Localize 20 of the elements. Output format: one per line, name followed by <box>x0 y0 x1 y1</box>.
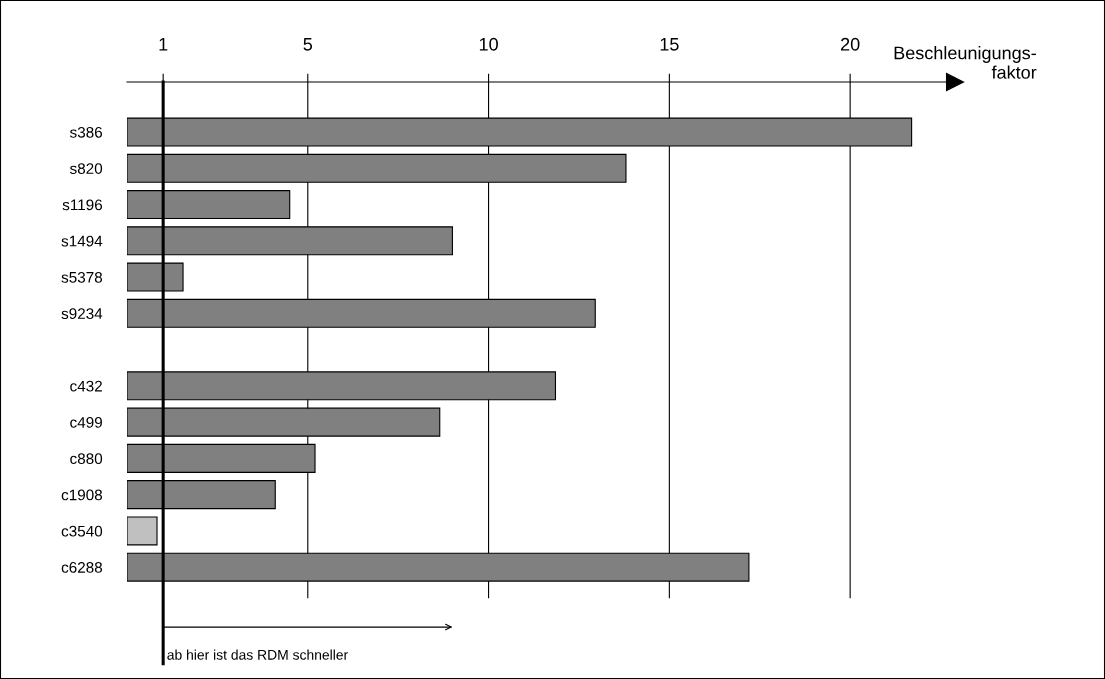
x-tick-label: 5 <box>303 38 313 51</box>
y-tick-label: s820 <box>69 163 103 174</box>
y-tick-label: s386 <box>69 126 103 138</box>
x-tick-label: 10 <box>479 37 498 51</box>
y-tick-label: c3540 <box>61 525 103 537</box>
bar <box>127 516 158 546</box>
y-tick-label: s1494 <box>61 235 103 247</box>
y-tick-label: c6288 <box>61 562 103 573</box>
y-tick-label: c1908 <box>61 489 103 501</box>
annotation: ab hier ist das RDM schneller <box>167 649 348 660</box>
x-axis-title: Beschleunigungs- faktor <box>894 46 1037 79</box>
y-tick-label: c880 <box>70 453 103 465</box>
y-tick-label: c432 <box>70 380 102 392</box>
y-tick-label: s5378 <box>61 271 103 283</box>
x-tick-label: 20 <box>841 37 860 51</box>
y-tick-label: c499 <box>70 416 102 428</box>
x-tick-label: 1 <box>159 38 168 51</box>
x-tick-label: 15 <box>660 38 679 51</box>
y-tick-label: s1196 <box>62 199 103 211</box>
y-tick-label: s9234 <box>61 308 103 320</box>
